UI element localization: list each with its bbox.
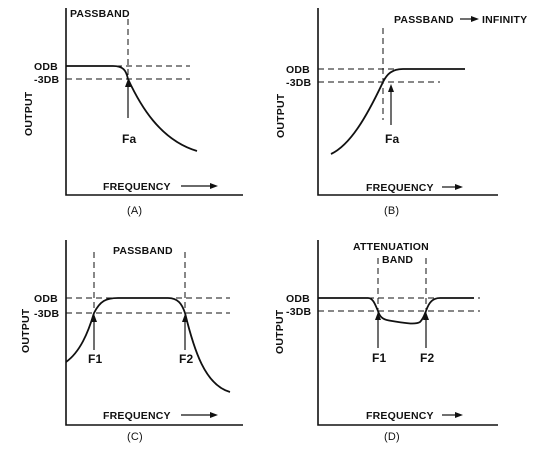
panel-c-caption: (C): [127, 431, 143, 443]
panel-c-x-arrow: [181, 412, 218, 418]
panel-d-band-label-line1: ATTENUATION: [353, 241, 429, 253]
panel-b-band-arrow: [460, 16, 479, 22]
panel-c-f2-arrowhead: [182, 314, 188, 322]
panel-a-3db-label: -3DB: [34, 74, 60, 86]
panel-c-x-label: FREQUENCY: [103, 410, 171, 422]
panel-c-f1-arrowhead: [91, 314, 97, 322]
panel-a-0db-label: ODB: [34, 61, 58, 73]
panel-b-0db-label: ODB: [286, 64, 310, 76]
panel-d-3db-label: -3DB: [286, 306, 312, 318]
panel-d-f1-label: F1: [372, 351, 387, 365]
panel-a-response-curve: [66, 65, 198, 152]
panel-b-band-label: PASSBAND: [394, 14, 454, 26]
panel-b-arrowhead: [388, 84, 394, 92]
panel-d-x-arrow: [442, 412, 463, 418]
panel-c-band-label: PASSBAND: [113, 245, 173, 257]
panel-a-arrowhead: [125, 79, 131, 87]
panel-a-x-label: FREQUENCY: [103, 181, 171, 193]
panel-a-x-arrow: [181, 183, 218, 189]
panel-d-f2-arrowhead: [423, 312, 429, 320]
panel-a-caption: (A): [127, 205, 142, 217]
panel-a-band-label: PASSBAND: [70, 8, 130, 20]
panel-c-axes: [65, 240, 243, 426]
panel-b-3db-label: -3DB: [286, 77, 312, 89]
panel-c-response-curve: [65, 297, 231, 393]
panel-c-f2-label: F2: [179, 352, 194, 366]
panel-b-y-label: OUTPUT: [275, 93, 287, 138]
panel-b-response-curve: [330, 68, 465, 155]
panel-d-x-label: FREQUENCY: [366, 410, 434, 422]
panel-d-y-label: OUTPUT: [274, 309, 286, 354]
panel-b-x-arrow: [442, 184, 463, 190]
panel-c: PASSBAND ODB -3DB OUTPUT F1 F2 FREQUENCY…: [20, 240, 243, 443]
panel-b-band-suffix: INFINITY: [482, 14, 527, 26]
panel-a-marker-label: Fa: [122, 132, 137, 146]
panel-d-0db-label: ODB: [286, 293, 310, 305]
panel-b-marker-label: Fa: [385, 132, 400, 146]
panel-b-axes: [317, 8, 498, 196]
panel-a-axes: [65, 8, 243, 196]
panel-a-y-label: OUTPUT: [23, 91, 35, 136]
panel-d-axes: [317, 240, 498, 426]
panel-c-y-label: OUTPUT: [20, 308, 32, 353]
panel-b-caption: (B): [384, 205, 399, 217]
panel-b-x-label: FREQUENCY: [366, 182, 434, 194]
panel-d-response-curve: [318, 297, 474, 325]
panel-d-band-label-line2: BAND: [382, 254, 413, 266]
panel-c-f1-label: F1: [88, 352, 103, 366]
panel-d-caption: (D): [384, 431, 400, 443]
panel-b: PASSBAND INFINITY ODB -3DB OUTPUT Fa FRE…: [275, 8, 527, 217]
panel-d-f1-arrowhead: [375, 312, 381, 320]
panel-d: ATTENUATION BAND ODB -3DB OUTPUT F1 F2 F…: [274, 240, 498, 443]
panel-a: PASSBAND ODB -3DB OUTPUT Fa FREQUENCY (A…: [23, 8, 243, 217]
panel-c-3db-label: -3DB: [34, 308, 60, 320]
panel-c-0db-label: ODB: [34, 293, 58, 305]
panel-d-f2-label: F2: [420, 351, 435, 365]
